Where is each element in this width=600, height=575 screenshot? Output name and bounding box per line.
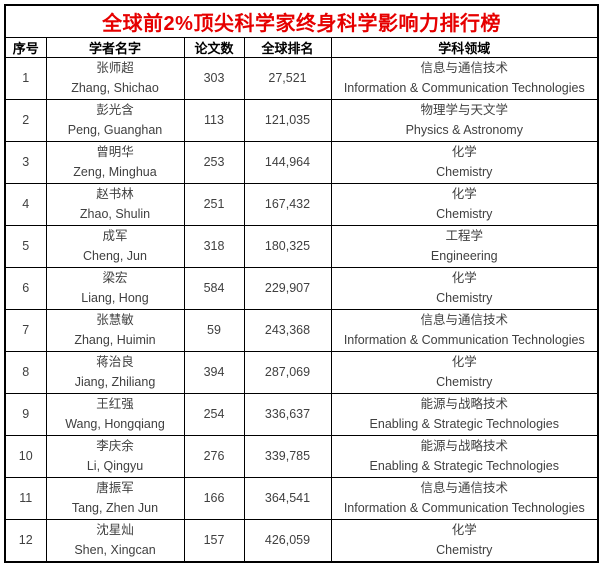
field-cell: 化学 Chemistry [330,351,599,394]
global-rank-cell: 287,069 [243,351,332,394]
table-row: 10 李庆余 Li, Qingyu 276 339,785 能源与战略技术 Enabling… [4,435,599,478]
scholar-name-cell: 彭光含 Peng, Guanghan [45,99,185,142]
scholar-name-cell: 梁宏 Liang, Hong [45,267,185,310]
table-body: 1 张师超 Zhang, Shichao 303 27,521 信息与通信技术 Inform… [4,57,599,563]
row-index-cell: 5 [4,225,47,268]
table-row: 9 王红强 Wang, Hongqiang 254 336,637 能源与战略技术 Enab… [4,393,599,436]
global-rank-cell: 180,325 [243,225,332,268]
field-cell: 信息与通信技术 Information & Communication Techn… [330,309,599,352]
row-index-cell: 6 [4,267,47,310]
paper-count-cell: 166 [183,477,245,520]
row-index-cell: 7 [4,309,47,352]
scholar-name-cell: 沈星灿 Shen, Xingcan [45,519,185,563]
col-header-global-rank: 全球排名 [243,37,332,58]
scholar-name-cell: 赵书林 Zhao, Shulin [45,183,185,226]
ranking-table: 全球前2%顶尖科学家终身科学影响力排行榜 序号 学者名字 论文数 全球排名 学科… [4,4,600,563]
global-rank-cell: 144,964 [243,141,332,184]
row-index-cell: 4 [4,183,47,226]
global-rank-cell: 27,521 [243,57,332,100]
table-row: 7 张慧敏 Zhang, Huimin 59 243,368 信息与通信技术 Informa… [4,309,599,352]
table-row: 4 赵书林 Zhao, Shulin 251 167,432 化学 Chemistry [4,183,599,226]
col-header-index: 序号 [4,37,47,58]
row-index-cell: 10 [4,435,47,478]
row-index-cell: 3 [4,141,47,184]
table-row: 1 张师超 Zhang, Shichao 303 27,521 信息与通信技术 Inform… [4,57,599,100]
scholar-name-cell: 唐振军 Tang, Zhen Jun [45,477,185,520]
paper-count-cell: 251 [183,183,245,226]
scholar-name-cell: 王红强 Wang, Hongqiang [45,393,185,436]
title-row: 全球前2%顶尖科学家终身科学影响力排行榜 [4,4,599,38]
scholar-name-cell: 李庆余 Li, Qingyu [45,435,185,478]
paper-count-cell: 59 [183,309,245,352]
row-index-cell: 2 [4,99,47,142]
row-index-cell: 8 [4,351,47,394]
scholar-name-cell: 蒋治良 Jiang, Zhiliang [45,351,185,394]
paper-count-cell: 584 [183,267,245,310]
global-rank-cell: 243,368 [243,309,332,352]
field-cell: 化学 Chemistry [330,183,599,226]
field-cell: 能源与战略技术 Enabling & Strategic Technologies [330,393,599,436]
global-rank-cell: 167,432 [243,183,332,226]
scholar-name-cell: 曾明华 Zeng, Minghua [45,141,185,184]
global-rank-cell: 229,907 [243,267,332,310]
page-title: 全球前2%顶尖科学家终身科学影响力排行榜 [4,4,599,38]
field-cell: 信息与通信技术 Information & Communication Techn… [330,57,599,100]
paper-count-cell: 157 [183,519,245,563]
global-rank-cell: 121,035 [243,99,332,142]
table-row: 12 沈星灿 Shen, Xingcan 157 426,059 化学 Chemistry [4,519,599,563]
paper-count-cell: 254 [183,393,245,436]
row-index-cell: 11 [4,477,47,520]
field-cell: 化学 Chemistry [330,141,599,184]
global-rank-cell: 339,785 [243,435,332,478]
paper-count-cell: 113 [183,99,245,142]
field-cell: 物理学与天文学 Physics & Astronomy [330,99,599,142]
paper-count-cell: 394 [183,351,245,394]
global-rank-cell: 426,059 [243,519,332,563]
header-row: 序号 学者名字 论文数 全球排名 学科领域 [4,37,599,58]
field-cell: 化学 Chemistry [330,519,599,563]
row-index-cell: 9 [4,393,47,436]
col-header-scholar: 学者名字 [45,37,185,58]
col-header-papers: 论文数 [183,37,245,58]
paper-count-cell: 276 [183,435,245,478]
table-row: 6 梁宏 Liang, Hong 584 229,907 化学 Chemistry [4,267,599,310]
table-row: 11 唐振军 Tang, Zhen Jun 166 364,541 信息与通信技术 Info… [4,477,599,520]
scholar-name-cell: 成军 Cheng, Jun [45,225,185,268]
col-header-field: 学科领域 [330,37,599,58]
scholar-name-cell: 张慧敏 Zhang, Huimin [45,309,185,352]
table-row: 2 彭光含 Peng, Guanghan 113 121,035 物理学与天文学 Physi… [4,99,599,142]
table-row: 5 成军 Cheng, Jun 318 180,325 工程学 Engineering [4,225,599,268]
global-rank-cell: 364,541 [243,477,332,520]
paper-count-cell: 318 [183,225,245,268]
paper-count-cell: 253 [183,141,245,184]
field-cell: 工程学 Engineering [330,225,599,268]
field-cell: 化学 Chemistry [330,267,599,310]
scholar-name-cell: 张师超 Zhang, Shichao [45,57,185,100]
field-cell: 能源与战略技术 Enabling & Strategic Technologies [330,435,599,478]
row-index-cell: 12 [4,519,47,563]
table-row: 3 曾明华 Zeng, Minghua 253 144,964 化学 Chemistry [4,141,599,184]
row-index-cell: 1 [4,57,47,100]
paper-count-cell: 303 [183,57,245,100]
table-row: 8 蒋治良 Jiang, Zhiliang 394 287,069 化学 Chemistry [4,351,599,394]
field-cell: 信息与通信技术 Information & Communication Techn… [330,477,599,520]
global-rank-cell: 336,637 [243,393,332,436]
